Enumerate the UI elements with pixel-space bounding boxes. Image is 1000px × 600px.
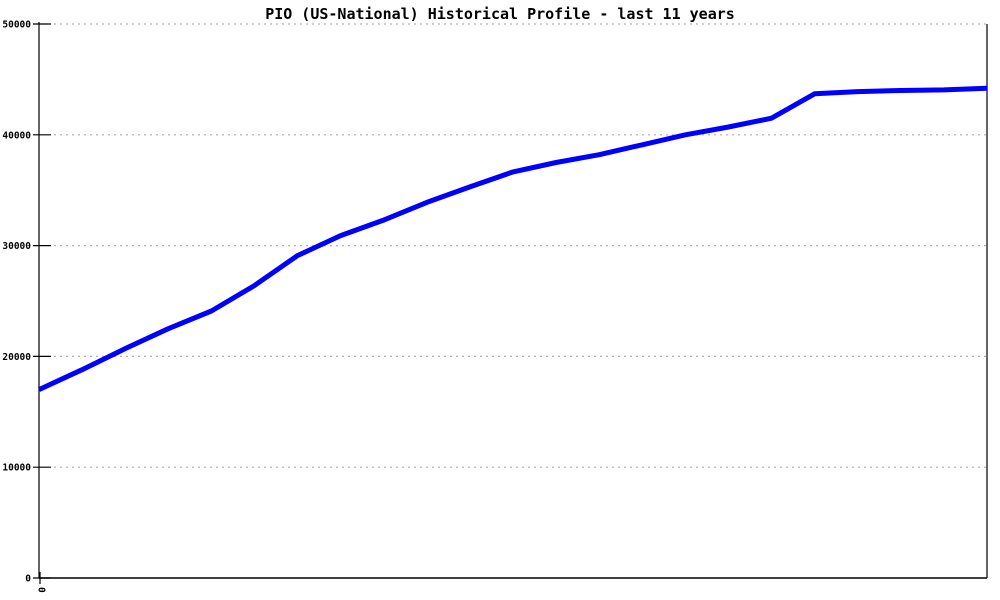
y-axis-tick-label: 50000 — [2, 20, 31, 31]
y-axis-tick-label: 30000 — [2, 241, 31, 252]
y-axis-tick-label: 0 — [25, 574, 31, 585]
y-axis-tick-label: 20000 — [2, 352, 31, 363]
y-axis-tick-label: 10000 — [2, 463, 31, 474]
x-axis-tick-label: 0 — [36, 587, 47, 593]
chart-title: PIO (US-National) Historical Profile - l… — [265, 5, 735, 23]
y-axis-tick-label: 40000 — [2, 130, 31, 141]
data-line-pio-us-national — [37, 85, 988, 392]
